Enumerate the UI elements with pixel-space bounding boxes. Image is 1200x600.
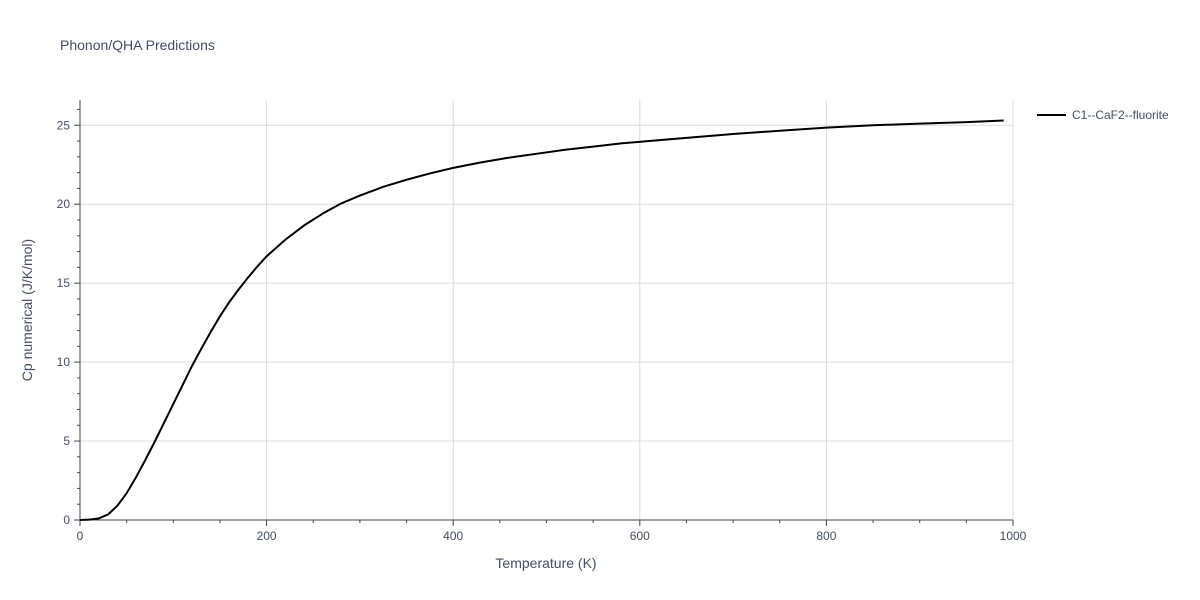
x-tick-label: 400 [443, 529, 463, 543]
x-gridlines [266, 100, 1014, 520]
y-tick-label: 25 [57, 118, 71, 132]
x-tick-label: 1000 [1000, 529, 1027, 543]
x-tick-label: 800 [816, 529, 836, 543]
y-axis-ticks [74, 108, 80, 521]
series-line-0 [79, 119, 1004, 521]
x-axis-title: Temperature (K) [495, 555, 596, 571]
legend-label[interactable]: C1--CaF2--fluorite [1072, 108, 1169, 122]
series-layer [79, 119, 1004, 521]
y-tick-label: 0 [63, 513, 70, 527]
x-tick-label: 600 [630, 529, 650, 543]
chart-title: Phonon/QHA Predictions [60, 37, 215, 53]
x-tick-label: 0 [77, 529, 84, 543]
y-tick-label: 15 [57, 276, 71, 290]
x-axis-tick-labels: 0 200 400 600 800 1000 [77, 529, 1027, 543]
y-gridlines [80, 124, 1013, 442]
legend[interactable]: C1--CaF2--fluorite [1037, 108, 1169, 122]
x-tick-label: 200 [257, 529, 277, 543]
y-tick-label: 20 [57, 197, 71, 211]
y-tick-label: 10 [57, 355, 71, 369]
y-axis-title: Cp numerical (J/K/mol) [19, 239, 35, 381]
x-axis-ticks [79, 520, 1014, 526]
y-tick-label: 5 [63, 434, 70, 448]
y-axis-tick-labels: 0 5 10 15 20 25 [57, 118, 71, 527]
